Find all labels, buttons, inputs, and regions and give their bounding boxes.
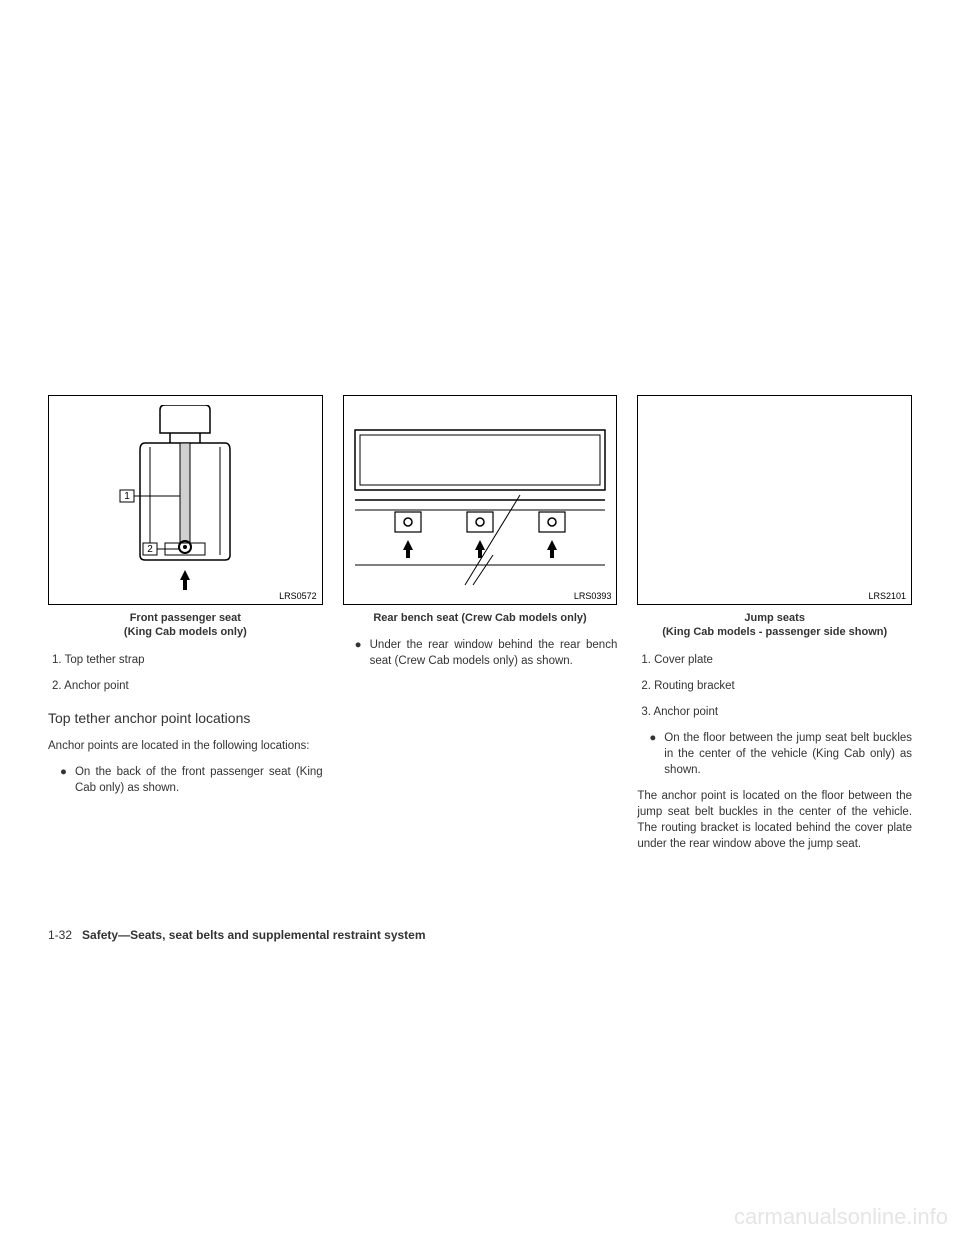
col1-item1: 1. Top tether strap [52, 652, 323, 668]
figure-1-caption: Front passenger seat (King Cab models on… [48, 611, 323, 640]
front-seat-diagram: 1 2 [105, 405, 265, 595]
bullet-icon: ● [60, 764, 67, 796]
column-3: LRS2101 Jump seats (King Cab models - pa… [637, 395, 912, 863]
section-title: Safety—Seats, seat belts and supplementa… [82, 928, 425, 942]
bullet-icon: ● [355, 637, 362, 669]
figure-3-code: LRS2101 [868, 591, 906, 601]
col1-bullet1-text: On the back of the front passenger seat … [75, 764, 323, 796]
page-content: 1 2 LRS0572 Front passenger seat (King C… [0, 0, 960, 863]
figure-1-code: LRS0572 [279, 591, 317, 601]
col1-list: 1. Top tether strap 2. Anchor point [48, 652, 323, 704]
fig3-caption-line1: Jump seats [744, 612, 805, 624]
col3-para1: The anchor point is located on the floor… [637, 788, 912, 852]
col3-item1: 1. Cover plate [641, 652, 912, 668]
col3-bullet1-text: On the floor between the jump seat belt … [664, 730, 912, 778]
figure-3-box: LRS2101 [637, 395, 912, 605]
svg-text:1: 1 [125, 491, 131, 502]
col2-bullet1: ● Under the rear window behind the rear … [343, 637, 618, 669]
col1-para1: Anchor points are located in the followi… [48, 738, 323, 754]
figure-3-caption: Jump seats (King Cab models - passenger … [637, 611, 912, 640]
col1-bullet1: ● On the back of the front passenger sea… [48, 764, 323, 796]
svg-text:2: 2 [148, 544, 154, 555]
col3-item3: 3. Anchor point [641, 704, 912, 720]
figure-2-caption: Rear bench seat (Crew Cab models only) [343, 611, 618, 625]
col3-bullet1: ● On the floor between the jump seat bel… [637, 730, 912, 778]
col1-subheading: Top tether anchor point locations [48, 710, 323, 726]
col1-item2: 2. Anchor point [52, 678, 323, 694]
bullet-icon: ● [649, 730, 656, 778]
figure-2-code: LRS0393 [574, 591, 612, 601]
figure-2-box: LRS0393 [343, 395, 618, 605]
col2-bullet1-text: Under the rear window behind the rear be… [370, 637, 618, 669]
page-footer: 1-32 Safety—Seats, seat belts and supple… [48, 928, 426, 942]
col3-list: 1. Cover plate 2. Routing bracket 3. Anc… [637, 652, 912, 730]
rear-bench-diagram [345, 410, 615, 590]
col3-item2: 2. Routing bracket [641, 678, 912, 694]
watermark: carmanualsonline.info [734, 1204, 948, 1230]
figure-1-box: 1 2 LRS0572 [48, 395, 323, 605]
fig3-caption-line2: (King Cab models - passenger side shown) [662, 626, 887, 638]
column-2: LRS0393 Rear bench seat (Crew Cab models… [343, 395, 618, 863]
fig1-caption-line1: Front passenger seat [130, 612, 241, 624]
fig1-caption-line2: (King Cab models only) [124, 626, 247, 638]
column-1: 1 2 LRS0572 Front passenger seat (King C… [48, 395, 323, 863]
page-number: 1-32 [48, 928, 72, 942]
